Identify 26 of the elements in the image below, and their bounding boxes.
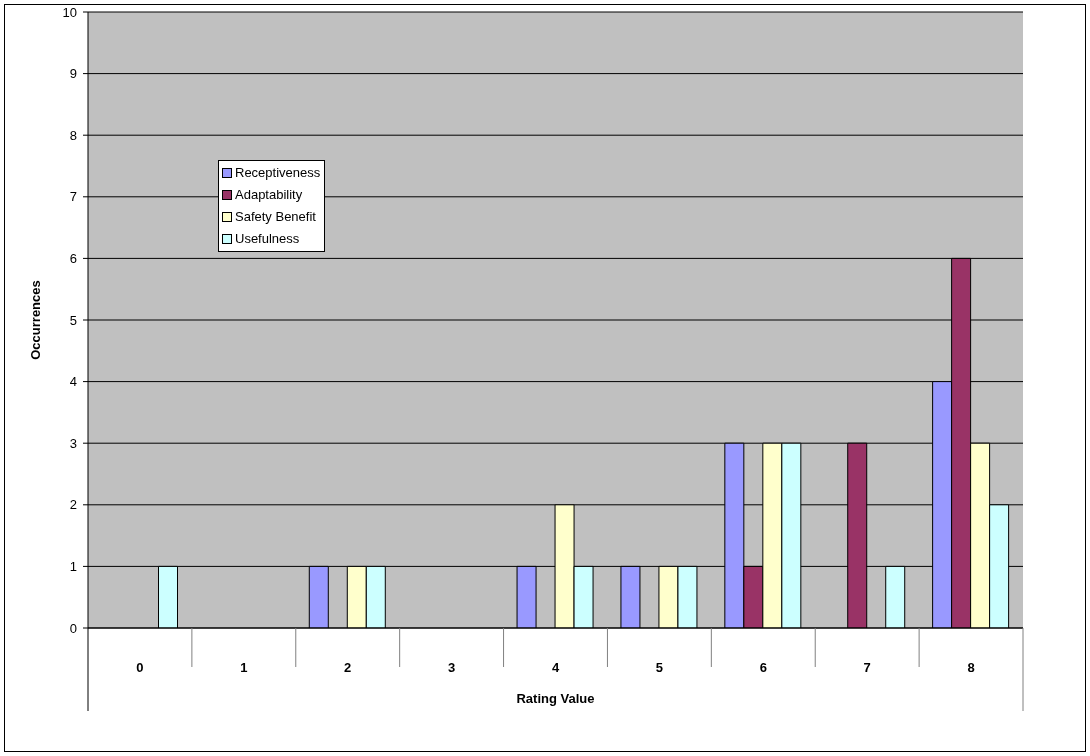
y-tick-label: 10 xyxy=(62,4,77,20)
y-tick-label: 8 xyxy=(69,127,77,143)
x-tick-label: 7 xyxy=(863,660,871,675)
legend-label: Usefulness xyxy=(235,230,300,248)
y-tick-label: 3 xyxy=(69,435,77,451)
y-tick-label: 5 xyxy=(69,312,77,328)
y-tick-label: 1 xyxy=(69,559,77,575)
x-axis-title: Rating Value xyxy=(516,691,595,706)
y-axis-title: Occurrences xyxy=(27,280,43,360)
x-tick-label: 3 xyxy=(447,660,456,675)
legend-label: Adaptability xyxy=(235,186,303,204)
legend-label: Safety Benefit xyxy=(235,208,316,226)
y-tick-label: 2 xyxy=(69,497,77,513)
x-tick-label: 4 xyxy=(551,660,560,675)
legend-label: Receptiveness xyxy=(235,164,321,182)
x-tick-label: 6 xyxy=(759,660,767,675)
y-tick-label: 9 xyxy=(69,66,77,82)
y-tick-label: 6 xyxy=(69,251,77,267)
x-tick-label: 5 xyxy=(655,660,664,675)
x-tick-label: 0 xyxy=(136,660,144,675)
x-tick-label: 8 xyxy=(967,660,975,675)
y-tick-label: 4 xyxy=(69,374,77,390)
x-tick-label: 2 xyxy=(344,660,352,675)
x-tick-label: 1 xyxy=(240,660,248,675)
y-tick-label: 7 xyxy=(69,189,77,205)
y-tick-label: 0 xyxy=(69,620,77,636)
